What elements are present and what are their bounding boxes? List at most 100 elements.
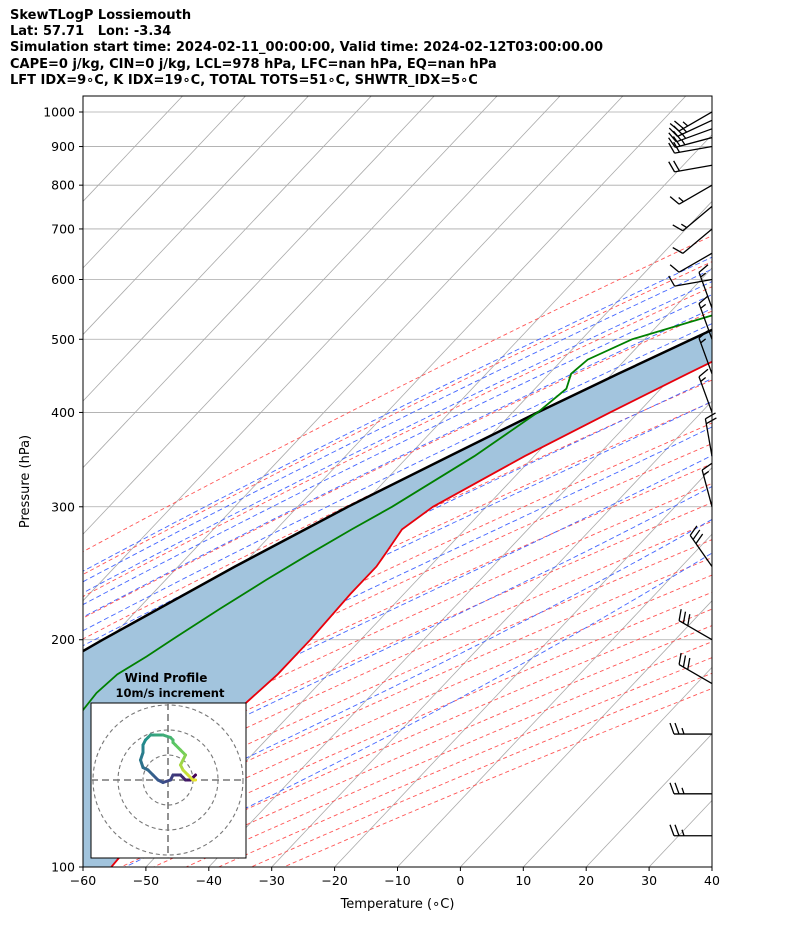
barb-flag (705, 417, 717, 425)
barb-flag (672, 130, 682, 141)
barb-flag (668, 132, 677, 143)
y-tick-label: 800 (51, 178, 75, 193)
wind-barb (704, 412, 717, 457)
x-tick-label: −50 (133, 873, 159, 888)
x-axis-label: Temperature (∘C) (340, 897, 455, 912)
wind-barb (669, 252, 713, 273)
barb-shaft (678, 184, 713, 205)
x-tick-label: 30 (641, 873, 657, 888)
hodograph-subtitle: 10m/s increment (116, 686, 225, 700)
isotherm-line (397, 533, 712, 867)
barb-flag (689, 525, 698, 536)
isotherm-line (208, 333, 712, 867)
x-tick-label: 0 (456, 873, 464, 888)
y-tick-label: 500 (51, 332, 75, 347)
wind-barb (668, 136, 713, 149)
barb-flag (673, 125, 683, 135)
x-tick-label: 40 (704, 873, 720, 888)
isotherm-line (648, 799, 712, 867)
barb-shaft (678, 111, 713, 132)
barb-flag (674, 782, 680, 795)
barb-flag (674, 120, 684, 129)
barb-flag (669, 722, 675, 735)
y-tick-label: 100 (51, 860, 75, 875)
dry-adiabat (83, 261, 712, 575)
isotherm-line (460, 600, 712, 867)
moist-adiabat (83, 256, 712, 572)
barb-flag (669, 264, 680, 273)
barb-half-flag (681, 829, 685, 836)
y-tick-label: 600 (51, 272, 75, 287)
barb-half-flag (680, 223, 688, 229)
isotherm-line (523, 666, 712, 867)
barb-half-flag (700, 376, 707, 382)
barb-shaft (678, 663, 713, 685)
dewpoint-profile-line (83, 314, 712, 712)
moist-adiabat (83, 454, 712, 760)
station-coordinates: Lat: 57.71 Lon: -3.34 (10, 24, 172, 40)
isotherm-line (83, 96, 309, 336)
simulation-times: Simulation start time: 2024-02-11_00:00:… (10, 40, 603, 56)
dry-adiabat (83, 286, 712, 598)
barb-flag (669, 824, 675, 836)
cape-cin-line: CAPE=0 j/kg, CIN=0 j/kg, LCL=978 hPa, LF… (10, 56, 497, 72)
barb-flag (698, 264, 709, 273)
isotherm-line (83, 96, 246, 269)
barb-flag (668, 137, 676, 148)
axes: −60 −50 −40 −30 −20 −10 0 10 20 30 40 1000 900 800 700… (18, 104, 720, 912)
wind-barb (668, 160, 713, 173)
y-tick-label: 400 (51, 405, 75, 420)
isotherm-line (585, 733, 712, 867)
barb-flag (705, 412, 716, 420)
barb-half-flag (680, 139, 686, 146)
barb-half-flag (681, 133, 687, 139)
barb-half-flag (681, 787, 685, 795)
wind-barb (698, 295, 713, 340)
wind-barb (678, 609, 713, 641)
barb-shaft (674, 145, 713, 154)
y-tick-label: 1000 (43, 104, 75, 119)
stability-indices-line: LFT IDX=9∘C, K IDX=19∘C, TOTAL TOTS=51∘C… (10, 72, 478, 88)
wind-barb (668, 119, 713, 137)
dry-adiabat (283, 687, 712, 867)
barb-shaft (674, 278, 713, 287)
barb-shaft (678, 252, 713, 273)
barb-shaft (674, 164, 713, 173)
parcel-profile-line (83, 328, 712, 653)
isotherm-line (334, 467, 712, 867)
barb-flag (682, 611, 687, 624)
isotherm-line (83, 96, 435, 469)
moist-adiabat (83, 323, 712, 632)
dry-adiabat (83, 443, 712, 737)
y-tick-label: 700 (51, 221, 75, 236)
y-tick-label: 900 (51, 139, 75, 154)
barb-flag (698, 330, 709, 339)
wind-barb (698, 264, 713, 309)
barb-half-flag (681, 127, 688, 133)
barb-half-flag (682, 121, 689, 127)
barb-flag (698, 295, 709, 305)
barb-shaft (698, 376, 713, 413)
barb-flag (698, 368, 709, 378)
barb-flag (672, 136, 681, 147)
barb-flag (682, 655, 687, 668)
wind-barb (698, 368, 713, 413)
isotherm-line (83, 96, 498, 535)
wind-barb (669, 782, 712, 795)
barb-flag (695, 533, 704, 544)
x-tick-label: −20 (321, 873, 347, 888)
barb-shaft (698, 272, 713, 309)
barb-half-flag (703, 470, 710, 476)
moist-adiabat (83, 486, 712, 795)
isotherm-line (711, 866, 712, 867)
wind-barb (672, 228, 713, 254)
wind-barb (672, 205, 713, 232)
dry-adiabat (251, 672, 712, 867)
station-title: SkewTLogP Lossiemouth (10, 8, 192, 23)
barb-shaft (677, 119, 713, 137)
barb-flag (668, 161, 676, 173)
dry-adiabat (83, 310, 712, 619)
barb-shaft (675, 136, 713, 149)
x-tick-label: −10 (384, 873, 410, 888)
